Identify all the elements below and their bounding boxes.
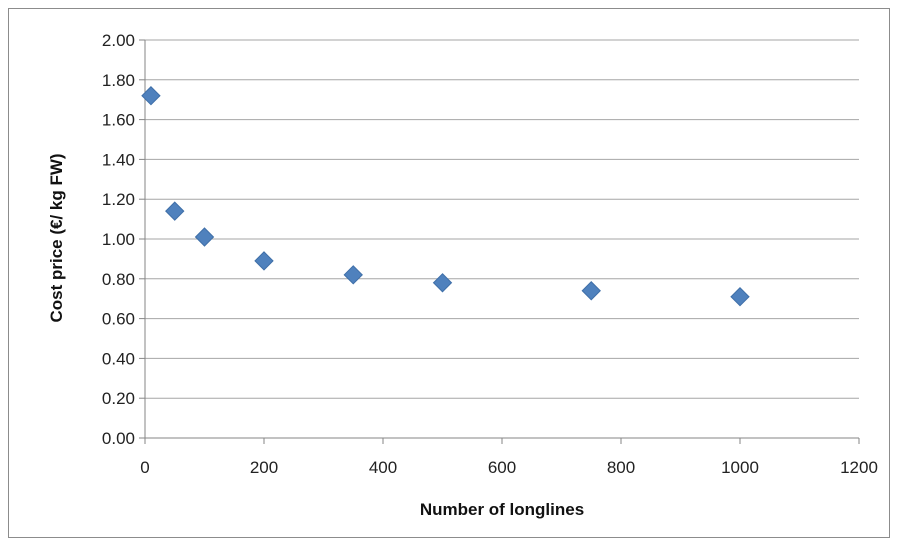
- y-axis-title: Cost price (€/ kg FW): [47, 153, 66, 322]
- y-tick-label: 0.20: [102, 389, 135, 408]
- x-axis-ticks: 0 200 400 600 800 1000 1200: [140, 438, 878, 477]
- y-tick-label: 0.80: [102, 270, 135, 289]
- data-point: [194, 227, 215, 247]
- data-point: [165, 201, 185, 221]
- data-point: [730, 287, 750, 307]
- data-point: [254, 251, 274, 271]
- x-tick-label: 1000: [721, 458, 759, 477]
- data-point: [581, 281, 601, 301]
- x-tick-label: 400: [369, 458, 397, 477]
- x-tick-label: 1200: [840, 458, 878, 477]
- y-axis-ticks: 0.00 0.20 0.40 0.60 0.80 1.00 1.20 1.40 1.60 1.80…: [102, 31, 145, 448]
- x-tick-label: 600: [488, 458, 516, 477]
- y-tick-label: 0.60: [102, 310, 135, 329]
- data-series: [141, 86, 750, 307]
- y-tick-label: 1.20: [102, 190, 135, 209]
- y-tick-label: 1.80: [102, 71, 135, 90]
- x-tick-label: 800: [607, 458, 635, 477]
- x-tick-label: 0: [140, 458, 149, 477]
- data-point: [432, 273, 453, 293]
- y-tick-label: 1.00: [102, 230, 135, 249]
- data-point: [343, 265, 363, 285]
- y-tick-label: 1.60: [102, 111, 135, 130]
- x-tick-label: 200: [250, 458, 278, 477]
- gridlines: [145, 39, 859, 399]
- y-tick-label: 0.40: [102, 349, 135, 368]
- x-axis-title: Number of longlines: [420, 500, 584, 519]
- y-tick-label: 2.00: [102, 31, 135, 50]
- data-point: [141, 86, 161, 106]
- y-tick-label: 0.00: [102, 429, 135, 448]
- y-tick-label: 1.40: [102, 150, 135, 169]
